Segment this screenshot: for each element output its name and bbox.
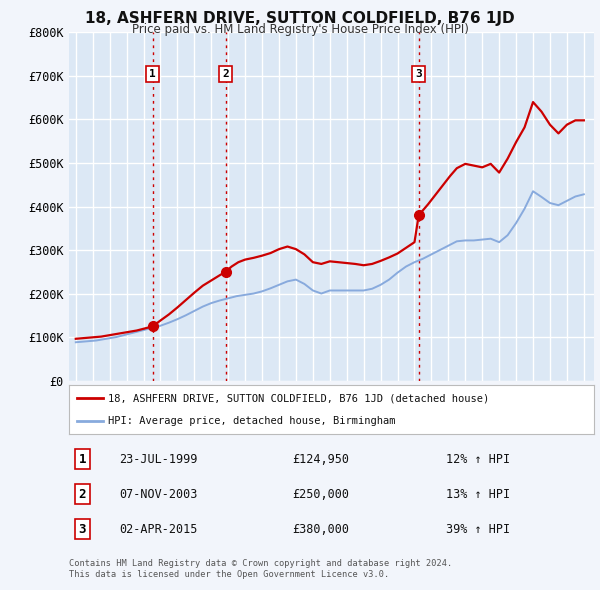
Text: 18, ASHFERN DRIVE, SUTTON COLDFIELD, B76 1JD: 18, ASHFERN DRIVE, SUTTON COLDFIELD, B76… <box>85 11 515 25</box>
Text: 2: 2 <box>79 487 86 501</box>
Text: 39% ↑ HPI: 39% ↑ HPI <box>446 523 511 536</box>
Text: 3: 3 <box>415 69 422 79</box>
Text: £250,000: £250,000 <box>293 487 349 501</box>
Text: 07-NOV-2003: 07-NOV-2003 <box>119 487 197 501</box>
Text: £380,000: £380,000 <box>293 523 349 536</box>
Text: 2: 2 <box>222 69 229 79</box>
Text: 13% ↑ HPI: 13% ↑ HPI <box>446 487 511 501</box>
Text: Price paid vs. HM Land Registry's House Price Index (HPI): Price paid vs. HM Land Registry's House … <box>131 23 469 36</box>
Text: 23-JUL-1999: 23-JUL-1999 <box>119 453 197 466</box>
Text: 18, ASHFERN DRIVE, SUTTON COLDFIELD, B76 1JD (detached house): 18, ASHFERN DRIVE, SUTTON COLDFIELD, B76… <box>109 394 490 404</box>
Text: 3: 3 <box>79 523 86 536</box>
Text: 12% ↑ HPI: 12% ↑ HPI <box>446 453 511 466</box>
Text: 02-APR-2015: 02-APR-2015 <box>119 523 197 536</box>
Text: Contains HM Land Registry data © Crown copyright and database right 2024.
This d: Contains HM Land Registry data © Crown c… <box>69 559 452 579</box>
Text: 1: 1 <box>149 69 156 79</box>
Text: 1: 1 <box>79 453 86 466</box>
Text: £124,950: £124,950 <box>293 453 349 466</box>
Text: HPI: Average price, detached house, Birmingham: HPI: Average price, detached house, Birm… <box>109 415 396 425</box>
